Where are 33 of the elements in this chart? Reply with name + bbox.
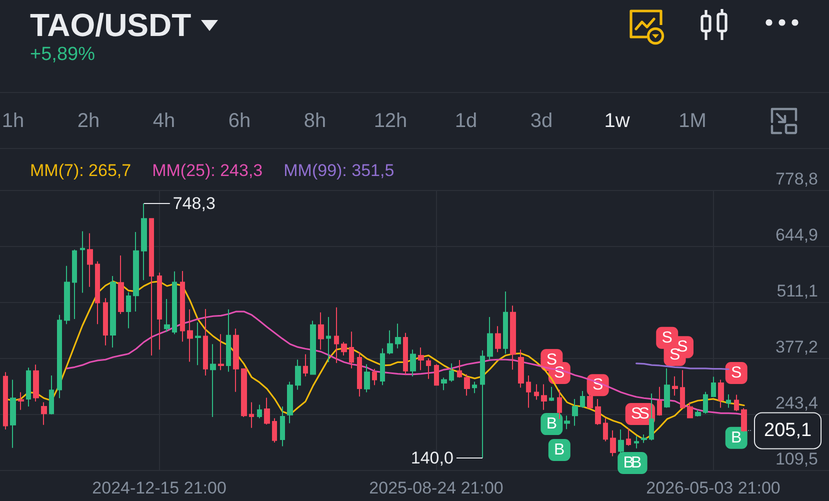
- data-label: B: [546, 416, 558, 433]
- x-tick-label: 2024-12-15 21:00: [92, 478, 226, 498]
- y-tick-label: 778,8: [775, 170, 818, 189]
- x-tick-label: 2025-08-24 21:00: [369, 478, 504, 498]
- text: MM(7): 265,7: [30, 161, 132, 180]
- x-tick-label: 2026-05-03 21:00: [646, 478, 780, 498]
- text: 8h: [304, 110, 326, 133]
- ref-line-label: 205,1: [764, 420, 812, 442]
- y-tick-label: 511,1: [776, 282, 818, 301]
- text: MM(25): 243,3: [152, 161, 263, 180]
- annotation: 748,3: [172, 194, 216, 213]
- text: 3d: [530, 110, 553, 133]
- y-tick-label: 644,9: [775, 226, 818, 245]
- y-tick-label: 243,4: [775, 394, 818, 413]
- text: MM(99): 351,5: [284, 161, 394, 180]
- annotation: 140,0: [410, 448, 454, 468]
- text: 1w: [604, 110, 630, 133]
- text: 2h: [77, 110, 100, 133]
- data-label: B: [554, 441, 565, 458]
- text: 4h: [152, 110, 176, 133]
- data-label: S: [662, 329, 672, 346]
- text: 1d: [454, 110, 478, 133]
- data-label: S: [669, 346, 680, 364]
- chart-subtitle: +5,89%: [30, 44, 95, 66]
- y-tick-label: 109,5: [775, 450, 818, 469]
- text: 6h: [228, 110, 251, 133]
- text: 1M: [678, 110, 706, 133]
- text: 1h: [2, 110, 24, 133]
- chart-title: TAO/USDT: [30, 7, 192, 44]
- data-label: B: [731, 429, 742, 446]
- y-tick-label: 377,2: [775, 338, 818, 357]
- data-label: S: [731, 364, 742, 382]
- text: 12h: [374, 110, 408, 133]
